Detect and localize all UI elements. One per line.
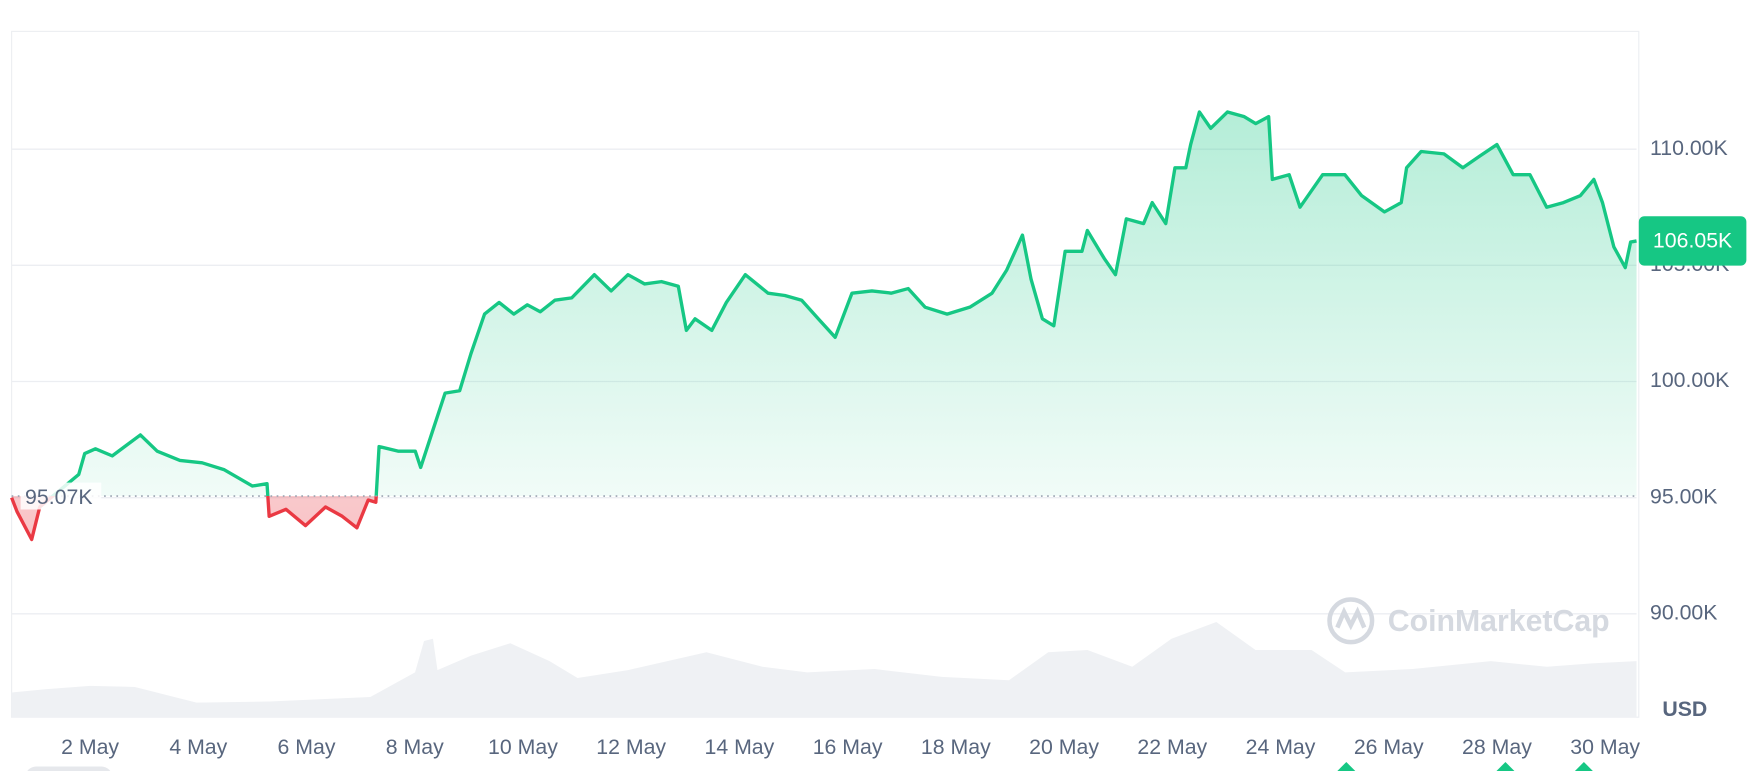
watermark-logo [1327, 597, 1375, 645]
price-line-up [50, 110, 1637, 497]
watermark-logo-mark [1335, 606, 1367, 631]
y-tick-label: 110.00K [1650, 136, 1728, 160]
baseline-label-bg [20, 482, 102, 510]
area-fill-down [11, 496, 377, 540]
unit-label: USD [1662, 697, 1707, 721]
current-price-badge [1638, 216, 1747, 266]
x-tick-label: 4 May [169, 735, 227, 759]
x-tick-label: 22 May [1137, 735, 1207, 759]
x-tick-label: 26 May [1354, 735, 1424, 759]
x-tick-label: 18 May [921, 735, 991, 759]
x-tick-label: 24 May [1246, 735, 1316, 759]
x-tick-label: 10 May [488, 735, 558, 759]
event-marker [1337, 762, 1356, 771]
y-tick-label: 95.00K [1650, 484, 1717, 508]
x-tick-label: 6 May [278, 735, 336, 759]
y-tick-label: 100.00K [1650, 368, 1729, 392]
current-price-label: 106.05K [1653, 229, 1732, 253]
price-line-down [10, 496, 378, 542]
plot: 95.07K [10, 110, 1637, 542]
baseline-label: 95.07K [25, 485, 92, 509]
y-tick-label: 90.00K [1650, 600, 1717, 624]
x-tick-label: 30 May [1570, 735, 1640, 759]
watermark-text: CoinMarketCap [1388, 605, 1610, 638]
area-fill-up [11, 111, 1637, 497]
volume-area [11, 621, 1637, 718]
x-tick-label: 8 May [386, 735, 444, 759]
x-tick-label: 12 May [596, 735, 666, 759]
event-marker [1574, 762, 1593, 771]
x-tick-label: 2 May [61, 735, 119, 759]
x-tick-label: 16 May [813, 735, 883, 759]
x-tick-label: 20 May [1029, 735, 1099, 759]
event-marker [1496, 762, 1515, 771]
x-tick-label: 28 May [1462, 735, 1532, 759]
watermark: CoinMarketCap [1327, 597, 1610, 645]
bottom-pill [27, 766, 111, 771]
x-tick-label: 14 May [705, 735, 775, 759]
